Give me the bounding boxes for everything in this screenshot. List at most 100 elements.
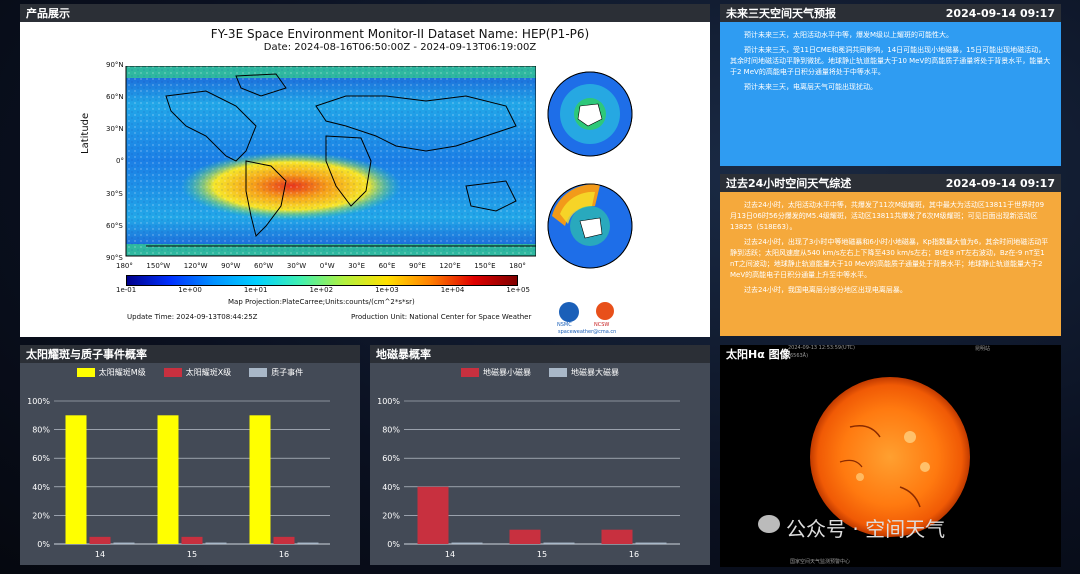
bar <box>451 542 483 544</box>
forecast-paragraph: 预计未来三天，电离层天气可能出现扰动。 <box>744 83 877 91</box>
watermark-text: 公众号 · 空间天气 <box>786 517 946 541</box>
forecast-paragraph: 预计未来三天，受11日CME和冕洞共同影响，14日可能出现小地磁暴，15日可能出… <box>730 46 1051 76</box>
summary-datetime: 2024-09-14 09:17 <box>945 176 1055 190</box>
world-map <box>125 66 536 257</box>
forecast-datetime: 2024-09-14 09:17 <box>945 6 1055 20</box>
bar <box>65 415 87 544</box>
flare-panel-title: 太阳耀斑与质子事件概率 <box>26 348 147 361</box>
product-panel: 产品展示 FY-3E Space Environment Monitor-II … <box>20 4 710 337</box>
halpha-panel-header: 太阳Hα 图像 <box>720 345 1061 363</box>
legend-swatch <box>163 368 182 377</box>
lat-tick-5: 60°S <box>106 222 123 230</box>
storm-panel-title: 地磁暴概率 <box>376 348 431 361</box>
colorbar-tick: 1e+01 <box>243 286 268 294</box>
bar <box>89 536 111 544</box>
lon-tick: 90°W <box>221 262 241 270</box>
bar <box>635 542 667 544</box>
legend-item: 质子事件 <box>249 367 303 378</box>
lat-tick-0: 90°N <box>106 61 124 69</box>
lat-tick-1: 60°N <box>106 93 124 101</box>
x-tick-label: 15 <box>187 550 197 559</box>
lon-tick: 150°W <box>146 262 171 270</box>
lon-tick: 30°W <box>286 262 307 270</box>
bar <box>273 536 295 544</box>
y-tick-label: 0% <box>37 540 50 549</box>
y-tick-label: 80% <box>382 426 400 435</box>
nsmc-logo-text: NSMC <box>557 322 572 328</box>
latitude-label: Latitude <box>80 112 91 154</box>
storm-panel-header: 地磁暴概率 <box>370 345 710 363</box>
forecast-panel-header: 未来三天空间天气预报 2024-09-14 09:17 <box>720 4 1061 22</box>
legend-label: 质子事件 <box>271 368 304 377</box>
summary-title: 过去24小时空间天气综述 <box>726 177 852 190</box>
wechat-icon <box>758 515 780 533</box>
legend-swatch <box>249 368 268 377</box>
legend-item: 太阳耀斑X级 <box>163 367 232 378</box>
bar <box>113 542 135 544</box>
legend-item: 太阳耀斑M级 <box>76 367 146 378</box>
lon-tick: 120°W <box>183 262 208 270</box>
lon-tick: 60°W <box>254 262 274 270</box>
y-tick-label: 40% <box>32 483 50 492</box>
storm-legend: 地磁暴小磁暴 地磁暴大磁暴 <box>370 367 710 378</box>
bar <box>543 542 575 544</box>
update-time: Update Time: 2024-09-13T08:44:25Z <box>127 313 258 321</box>
x-tick-label: 15 <box>537 550 547 559</box>
bar <box>205 542 227 544</box>
lon-tick: 180° <box>509 262 526 270</box>
legend-swatch <box>549 368 567 377</box>
halpha-panel-title: 太阳Hα 图像 <box>726 348 791 361</box>
forecast-title: 未来三天空间天气预报 <box>726 7 836 20</box>
storm-panel: 地磁暴概率 地磁暴小磁暴 地磁暴大磁暴 0% 20% 40% 60% 80% 100% 14… <box>370 345 710 565</box>
lon-tick: 0°W <box>319 262 335 270</box>
x-tick-label: 14 <box>445 550 455 559</box>
bar <box>417 486 449 544</box>
forecast-paragraph: 预计未来三天，太阳活动水平中等，爆发M级以上耀斑的可能性大。 <box>744 31 954 39</box>
lon-ticks: 180° 150°W 120°W 90°W 60°W 30°W 0°W 30°E… <box>116 262 526 270</box>
colorbar-tick: 1e+03 <box>375 286 399 294</box>
bar <box>157 415 179 544</box>
x-tick-label: 14 <box>95 550 105 559</box>
halpha-footer: 国家空间天气监测预警中心 <box>790 559 851 565</box>
summary-paragraph: 过去24小时，太阳活动水平中等，共爆发了11次M级耀斑，其中最大为活动区1381… <box>730 201 1045 231</box>
colorbar-tick: 1e+02 <box>309 286 334 294</box>
y-tick-label: 20% <box>382 511 400 520</box>
product-panel-title: 产品展示 <box>26 7 70 20</box>
legend-label: 太阳耀斑M级 <box>98 368 146 377</box>
halpha-timestamp: 2024-09-13 12:53:59(UTC) <box>788 345 855 351</box>
bar <box>601 529 633 544</box>
product-panel-header: 产品展示 <box>20 4 710 22</box>
colorbar <box>126 275 518 286</box>
y-tick-label: 80% <box>32 426 50 435</box>
legend-label: 地磁暴小磁暴 <box>483 368 531 377</box>
storm-chart-area: 地磁暴小磁暴 地磁暴大磁暴 0% 20% 40% 60% 80% 100% 14 15 16 <box>370 363 710 565</box>
production-unit: Production Unit: National Center for Spa… <box>351 313 532 321</box>
map-date: Date: 2024-08-16T06:50:00Z - 2024-09-13T… <box>263 42 537 53</box>
summary-panel-header: 过去24小时空间天气综述 2024-09-14 09:17 <box>720 174 1061 192</box>
y-tick-label: 60% <box>382 454 400 463</box>
lon-tick: 180° <box>116 262 133 270</box>
halpha-site: 昆明站 <box>975 346 991 352</box>
ncsw-logo-text: NCSW <box>594 322 610 328</box>
colorbar-ticks: 1e-01 1e+00 1e+01 1e+02 1e+03 1e+04 1e+0… <box>116 286 530 294</box>
colorbar-tick: 1e+00 <box>178 286 202 294</box>
map-title: FY-3E Space Environment Monitor-II Datas… <box>210 27 590 41</box>
flare-chart-area: 太阳耀斑M级 太阳耀斑X级 质子事件 0% 20% 40% 60% 80% 100% 14 1… <box>20 363 360 565</box>
x-tick-label: 16 <box>629 550 639 559</box>
storm-bar-chart: 0% 20% 40% 60% 80% 100% 14 15 16 <box>377 397 680 559</box>
y-tick-label: 40% <box>382 483 400 492</box>
lat-tick-4: 30°S <box>106 190 123 198</box>
lon-tick: 120°E <box>439 262 461 270</box>
lat-tick-3: 0° <box>116 157 124 165</box>
polar-plot-north <box>547 71 633 157</box>
legend-label: 太阳耀斑X级 <box>185 368 232 377</box>
colorbar-tick: 1e+05 <box>506 286 530 294</box>
bar <box>181 536 203 544</box>
y-tick-label: 100% <box>377 397 400 406</box>
legend-label: 地磁暴大磁暴 <box>571 368 619 377</box>
logo-email: spaceweather@cma.cn <box>558 329 617 335</box>
colorbar-tick: 1e-01 <box>116 286 137 294</box>
map-projection: Map Projection:PlateCarree;Units:counts/… <box>228 298 415 306</box>
sun-image <box>810 377 970 537</box>
forecast-panel: 未来三天空间天气预报 2024-09-14 09:17 预计未来三天，太阳活动水… <box>720 4 1061 166</box>
